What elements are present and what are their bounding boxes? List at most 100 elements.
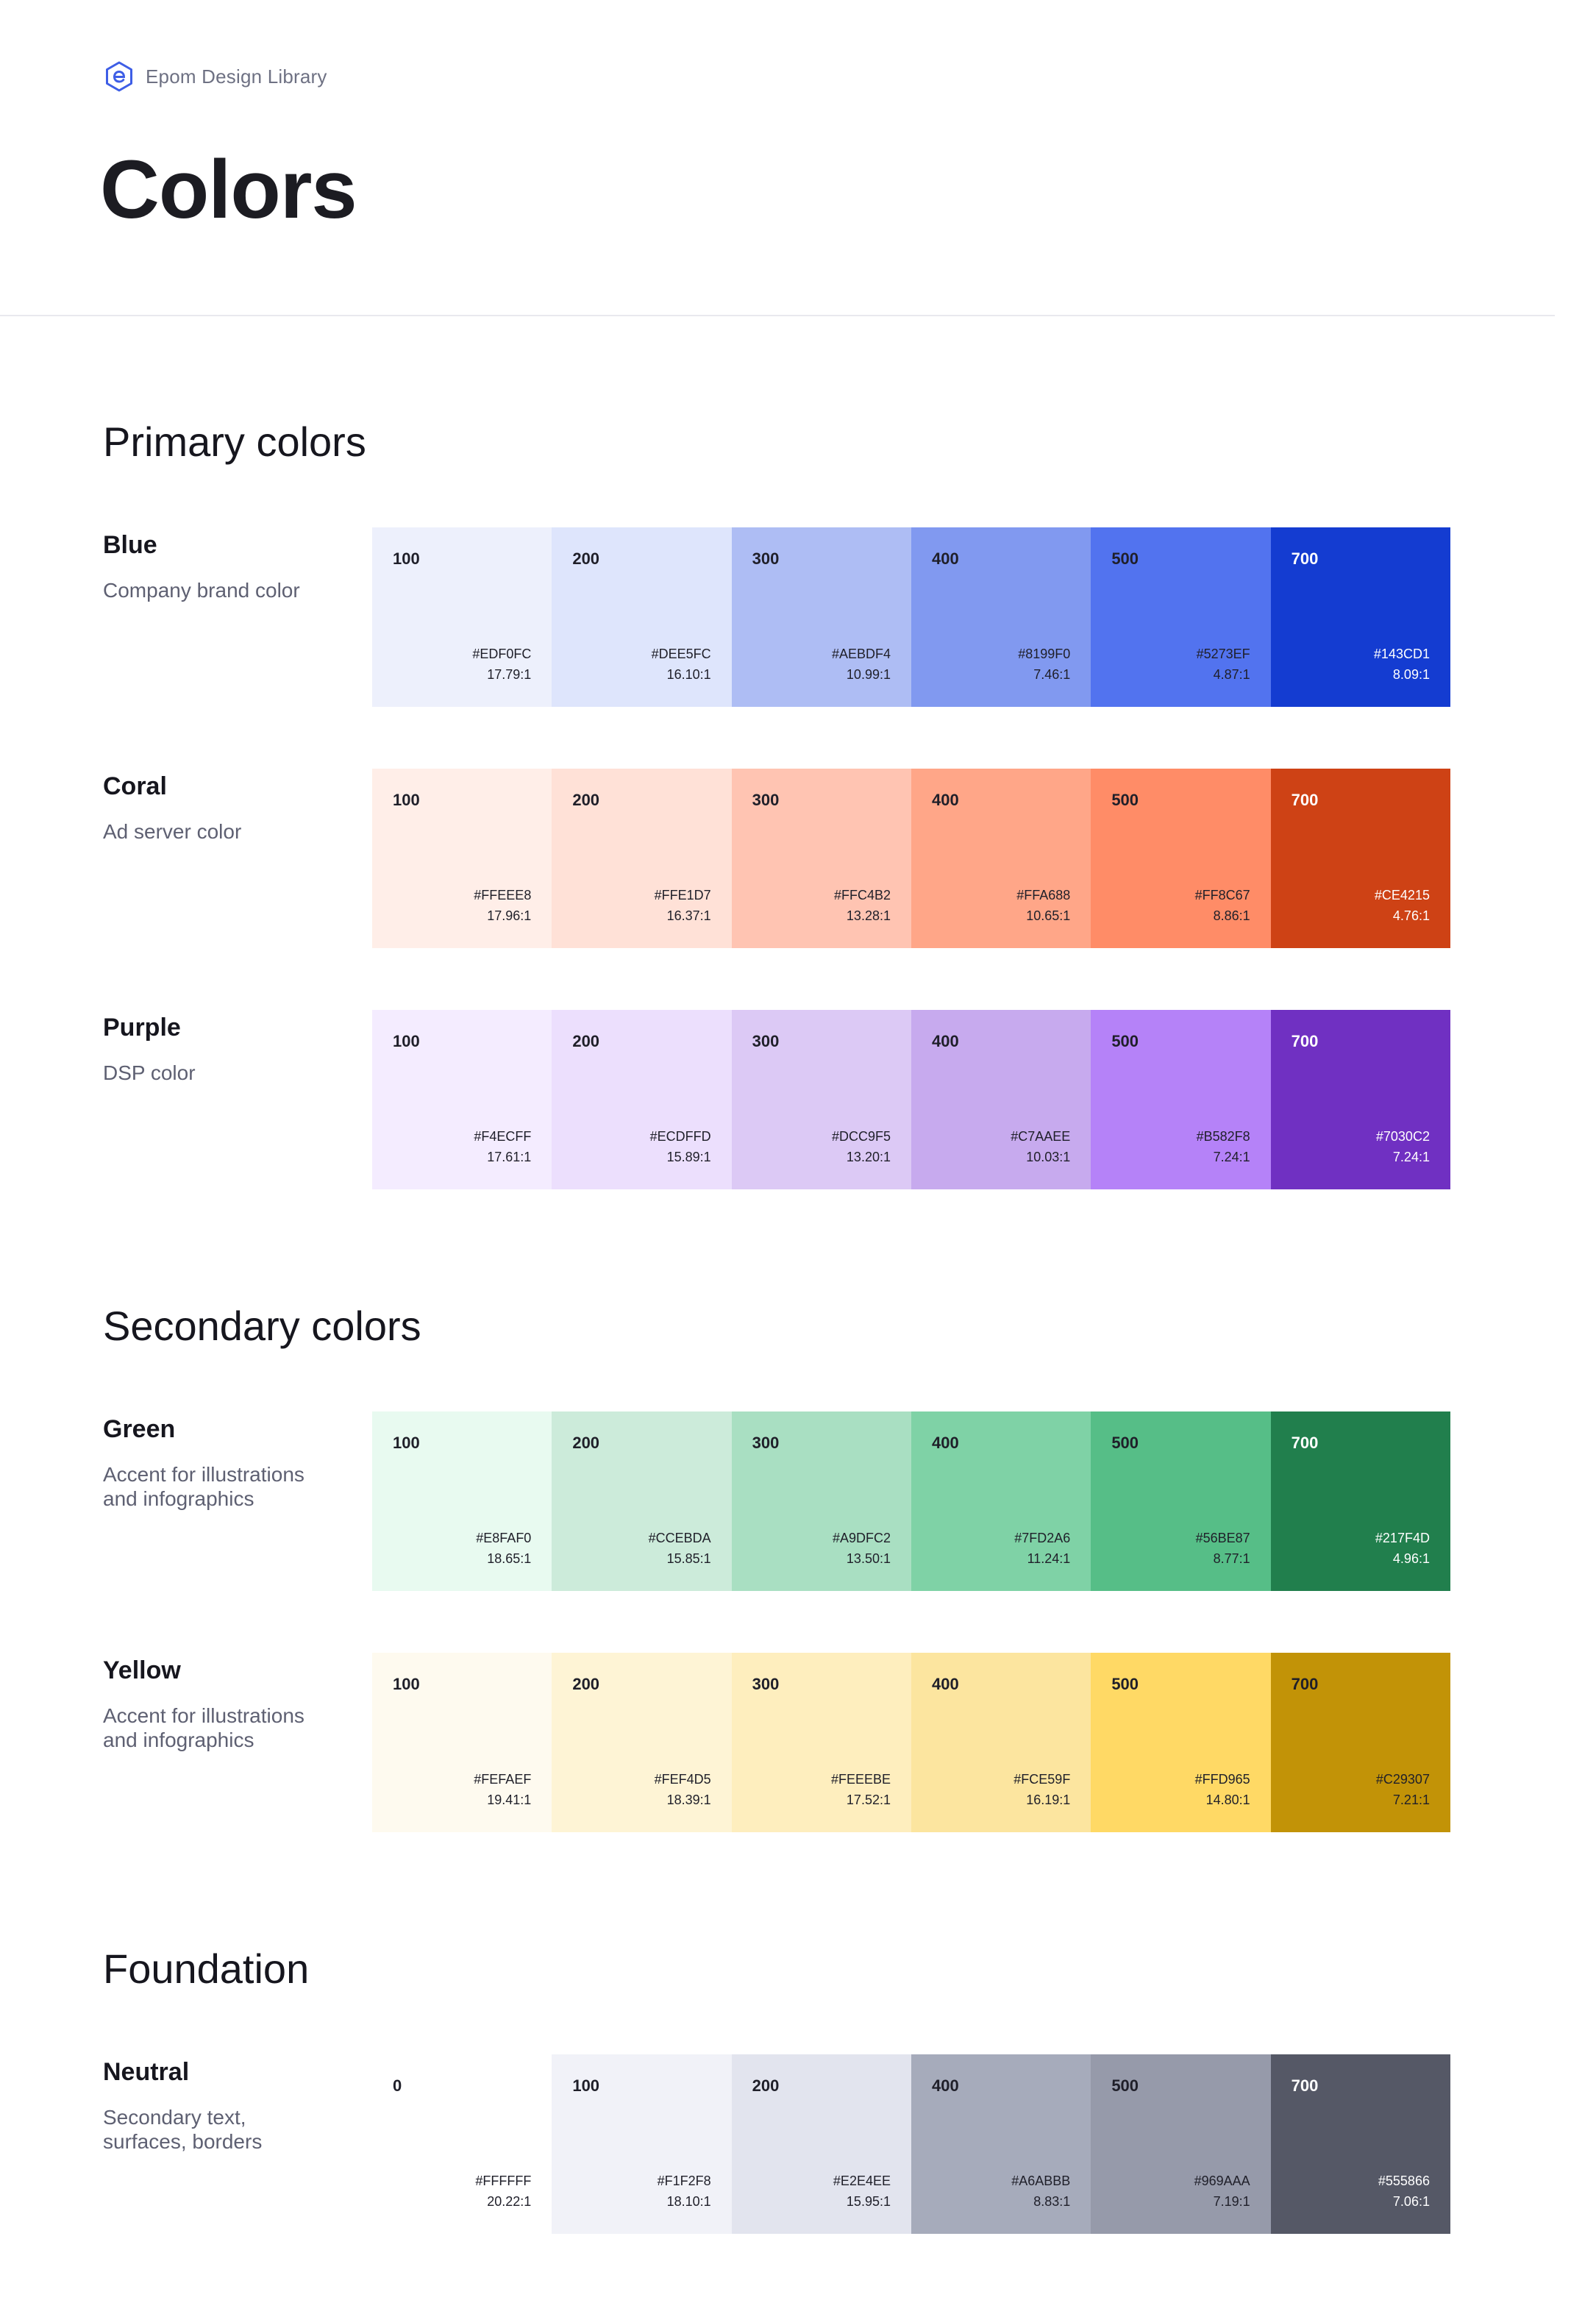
group-name-green: Green: [103, 1415, 176, 1443]
swatch-shade-label: 500: [1111, 1032, 1139, 1050]
swatch-hex-code: #217F4D: [1375, 1531, 1430, 1545]
swatch-hex-code: #FEEEBE: [830, 1772, 891, 1787]
group-description-yellow: Accent for illustrations and infographic…: [103, 1704, 304, 1751]
swatch-purple-200[interactable]: 200 #ECDFFD 15.89:1: [552, 1010, 732, 1189]
swatch-hex-code: #56BE87: [1195, 1531, 1250, 1545]
swatch-hex-code: #AEBDF4: [831, 647, 891, 661]
swatch-contrast-ratio: 8.83:1: [1033, 2194, 1071, 2209]
swatch-yellow-300[interactable]: 300 #FEEEBE 17.52:1: [731, 1653, 911, 1832]
swatch-neutral-400[interactable]: 400 #A6ABBB 8.83:1: [911, 2054, 1091, 2234]
swatch-hex-code: #5273EF: [1196, 647, 1250, 661]
swatch-contrast-ratio: 8.77:1: [1213, 1551, 1250, 1566]
swatch-neutral-0[interactable]: 0 #FFFFFF 20.22:1: [372, 2054, 552, 2234]
swatch-hex-code: #FFC4B2: [833, 888, 891, 903]
swatch-blue-500[interactable]: 500 #5273EF 4.87:1: [1091, 527, 1271, 707]
palette-neutral: 0 #FFFFFF 20.22:1 100 #F1F2F8 18.10:1 200 #E2E4…: [372, 2054, 1450, 2234]
swatch-shade-label: 300: [752, 1434, 780, 1452]
swatch-hex-code: #7030C2: [1375, 1129, 1430, 1144]
swatch-coral-500[interactable]: 500 #FF8C67 8.86:1: [1091, 769, 1271, 948]
swatch-shade-label: 200: [572, 1675, 600, 1693]
swatch-shade-label: 300: [752, 549, 780, 568]
swatch-coral-100[interactable]: 100 #FFEEE8 17.96:1: [372, 769, 552, 948]
swatch-yellow-100[interactable]: 100 #FEFAEF 19.41:1: [372, 1653, 552, 1832]
group-name-purple: Purple: [103, 1014, 181, 1042]
swatch-shade-label: 500: [1111, 791, 1139, 809]
swatch-yellow-500[interactable]: 500 #FFD965 14.80:1: [1091, 1653, 1271, 1832]
swatch-contrast-ratio: 7.21:1: [1392, 1793, 1430, 1807]
swatch-shade-label: 200: [572, 549, 600, 568]
swatch-hex-code: #555866: [1378, 2174, 1430, 2188]
swatch-purple-500[interactable]: 500 #B582F8 7.24:1: [1091, 1010, 1271, 1189]
swatch-hex-code: #CE4215: [1374, 888, 1430, 903]
swatch-hex-code: #143CD1: [1373, 647, 1430, 661]
swatch-contrast-ratio: 7.46:1: [1033, 667, 1071, 682]
swatch-coral-300[interactable]: 300 #FFC4B2 13.28:1: [731, 769, 911, 948]
swatch-contrast-ratio: 10.99:1: [846, 667, 891, 682]
swatch-coral-200[interactable]: 200 #FFE1D7 16.37:1: [552, 769, 732, 948]
swatch-contrast-ratio: 11.24:1: [1027, 1551, 1071, 1566]
swatch-hex-code: #FFFFFF: [475, 2174, 532, 2188]
swatch-green-700[interactable]: 700 #217F4D 4.96:1: [1270, 1411, 1450, 1591]
swatch-hex-code: #FFD965: [1194, 1772, 1250, 1787]
swatch-blue-200[interactable]: 200 #DEE5FC 16.10:1: [552, 527, 732, 707]
swatch-shade-label: 400: [931, 2076, 959, 2095]
swatch-shade-label: 100: [393, 791, 420, 809]
swatch-contrast-ratio: 15.95:1: [846, 2194, 891, 2209]
group-description-green: Accent for illustrations and infographic…: [103, 1463, 304, 1510]
swatch-hex-code: #FEFAEF: [474, 1772, 532, 1787]
swatch-purple-100[interactable]: 100 #F4ECFF 17.61:1: [372, 1010, 552, 1189]
swatch-shade-label: 700: [1291, 1675, 1319, 1693]
swatch-contrast-ratio: 7.06:1: [1392, 2194, 1430, 2209]
swatch-shade-label: 400: [931, 1434, 959, 1452]
swatch-blue-300[interactable]: 300 #AEBDF4 10.99:1: [731, 527, 911, 707]
swatch-neutral-100[interactable]: 100 #F1F2F8 18.10:1: [552, 2054, 732, 2234]
group-description-neutral: Secondary text, surfaces, borders: [103, 2106, 263, 2153]
swatch-hex-code: #FFEEE8: [474, 888, 532, 903]
swatch-shade-label: 200: [572, 1032, 600, 1050]
brand[interactable]: Epom Design Library: [103, 60, 327, 93]
group-description-coral: Ad server color: [103, 820, 242, 843]
swatch-contrast-ratio: 16.37:1: [666, 908, 711, 923]
swatch-neutral-200[interactable]: 200 #E2E4EE 15.95:1: [731, 2054, 911, 2234]
swatch-purple-300[interactable]: 300 #DCC9F5 13.20:1: [731, 1010, 911, 1189]
swatch-blue-700[interactable]: 700 #143CD1 8.09:1: [1270, 527, 1450, 707]
swatch-yellow-400[interactable]: 400 #FCE59F 16.19:1: [911, 1653, 1091, 1832]
swatch-hex-code: #DEE5FC: [651, 647, 711, 661]
swatch-contrast-ratio: 10.03:1: [1026, 1150, 1071, 1164]
swatch-contrast-ratio: 7.19:1: [1213, 2194, 1250, 2209]
group-name-neutral: Neutral: [103, 2058, 190, 2086]
group-name-coral: Coral: [103, 772, 167, 800]
swatch-coral-400[interactable]: 400 #FFA688 10.65:1: [911, 769, 1091, 948]
swatch-shade-label: 500: [1111, 2076, 1139, 2095]
swatch-shade-label: 0: [393, 2076, 402, 2095]
swatch-purple-400[interactable]: 400 #C7AAEE 10.03:1: [911, 1010, 1091, 1189]
swatch-green-100[interactable]: 100 #E8FAF0 18.65:1: [372, 1411, 552, 1591]
swatch-hex-code: #EDF0FC: [472, 647, 532, 661]
swatch-hex-code: #E8FAF0: [476, 1531, 532, 1545]
swatch-blue-100[interactable]: 100 #EDF0FC 17.79:1: [372, 527, 552, 707]
swatch-contrast-ratio: 7.24:1: [1392, 1150, 1430, 1164]
swatch-hex-code: #C7AAEE: [1011, 1129, 1071, 1144]
swatch-blue-400[interactable]: 400 #8199F0 7.46:1: [911, 527, 1091, 707]
swatch-green-300[interactable]: 300 #A9DFC2 13.50:1: [731, 1411, 911, 1591]
swatch-contrast-ratio: 4.76:1: [1392, 908, 1430, 923]
swatch-shade-label: 700: [1291, 791, 1319, 809]
swatch-contrast-ratio: 10.65:1: [1026, 908, 1071, 923]
swatch-green-400[interactable]: 400 #7FD2A6 11.24:1: [911, 1411, 1091, 1591]
swatch-green-500[interactable]: 500 #56BE87 8.77:1: [1091, 1411, 1271, 1591]
swatch-hex-code: #A6ABBB: [1011, 2174, 1071, 2188]
group-name-yellow: Yellow: [103, 1656, 181, 1684]
swatch-coral-700[interactable]: 700 #CE4215 4.76:1: [1270, 769, 1450, 948]
swatch-neutral-700[interactable]: 700 #555866 7.06:1: [1270, 2054, 1450, 2234]
swatch-yellow-700[interactable]: 700 #C29307 7.21:1: [1270, 1653, 1450, 1832]
swatch-shade-label: 500: [1111, 549, 1139, 568]
swatch-shade-label: 100: [393, 1032, 420, 1050]
swatch-neutral-500[interactable]: 500 #969AAA 7.19:1: [1091, 2054, 1271, 2234]
swatch-shade-label: 400: [931, 791, 959, 809]
swatch-purple-700[interactable]: 700 #7030C2 7.24:1: [1270, 1010, 1450, 1189]
swatch-contrast-ratio: 7.24:1: [1213, 1150, 1250, 1164]
swatch-contrast-ratio: 20.22:1: [487, 2194, 532, 2209]
swatch-hex-code: #DCC9F5: [831, 1129, 891, 1144]
swatch-yellow-200[interactable]: 200 #FEF4D5 18.39:1: [552, 1653, 732, 1832]
swatch-green-200[interactable]: 200 #CCEBDA 15.85:1: [552, 1411, 732, 1591]
